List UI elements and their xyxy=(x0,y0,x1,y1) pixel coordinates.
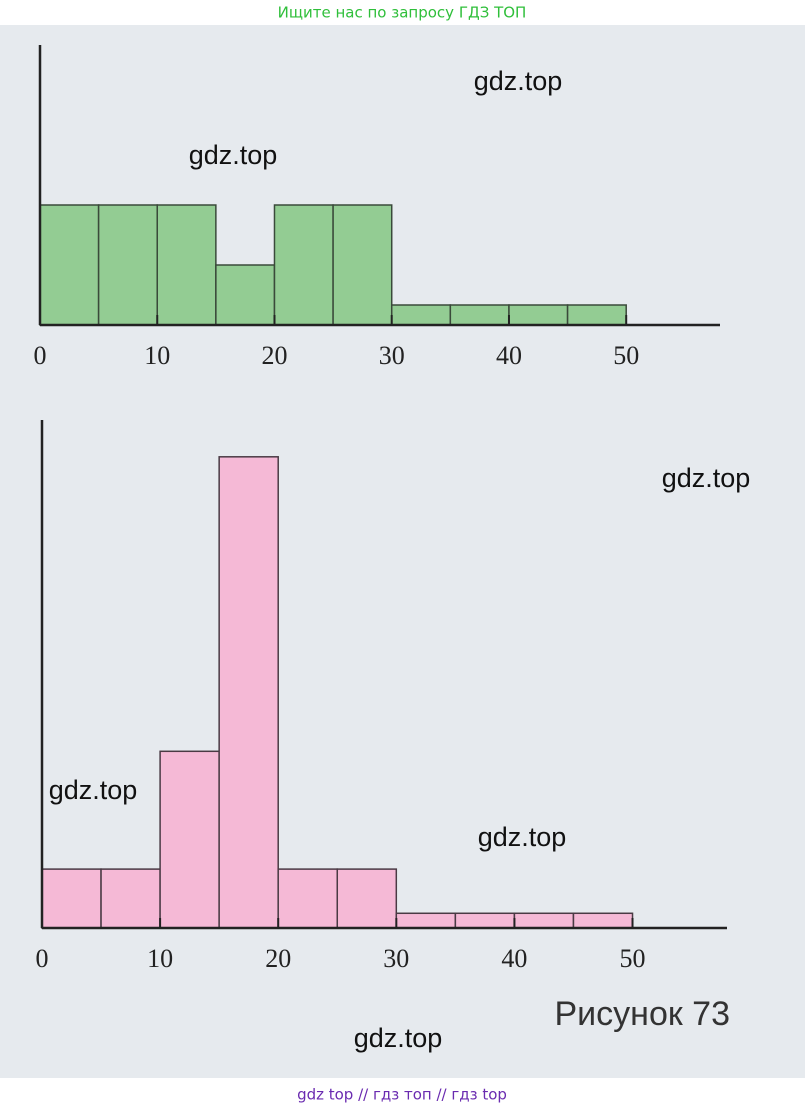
watermark: gdz.top xyxy=(474,66,563,96)
x-tick-label: 10 xyxy=(144,341,170,370)
x-tick-label: 50 xyxy=(613,341,639,370)
bar xyxy=(572,912,634,929)
bar xyxy=(277,868,339,929)
footer-bar xyxy=(0,1078,805,1109)
bar xyxy=(449,304,510,326)
header-text: Ищите нас по запросу ГДЗ ТОП xyxy=(278,4,527,22)
bar xyxy=(513,912,575,929)
watermark: gdz.top xyxy=(49,775,138,805)
header-bar xyxy=(0,0,805,25)
bar xyxy=(336,868,398,929)
watermark: gdz.top xyxy=(189,140,278,170)
watermark: gdz.top xyxy=(354,1023,443,1053)
x-tick-label: 20 xyxy=(261,341,287,370)
bar xyxy=(273,204,334,326)
x-tick-label: 30 xyxy=(383,944,409,973)
x-tick-label: 30 xyxy=(379,341,405,370)
watermark: gdz.top xyxy=(662,463,751,493)
bar xyxy=(508,304,569,326)
bar xyxy=(566,304,627,326)
bar xyxy=(454,912,516,929)
bar xyxy=(159,750,220,929)
watermark: gdz.top xyxy=(478,822,567,852)
figure-caption: Рисунок 73 xyxy=(555,995,731,1033)
bar xyxy=(332,204,393,326)
bar xyxy=(215,264,276,326)
x-tick-label: 40 xyxy=(496,341,522,370)
footer-text: gdz top // гдз топ // гдз top xyxy=(297,1086,507,1104)
bar xyxy=(97,204,158,326)
bar xyxy=(41,868,102,929)
x-tick-label: 50 xyxy=(620,944,646,973)
x-tick-label: 20 xyxy=(265,944,291,973)
bar xyxy=(39,204,100,326)
x-tick-label: 0 xyxy=(36,944,49,973)
bar xyxy=(156,204,217,326)
bar xyxy=(395,912,457,929)
bar xyxy=(100,868,161,929)
x-tick-label: 0 xyxy=(34,341,47,370)
bar xyxy=(218,456,279,929)
bar xyxy=(390,304,452,326)
x-tick-label: 40 xyxy=(501,944,527,973)
x-tick-label: 10 xyxy=(147,944,173,973)
